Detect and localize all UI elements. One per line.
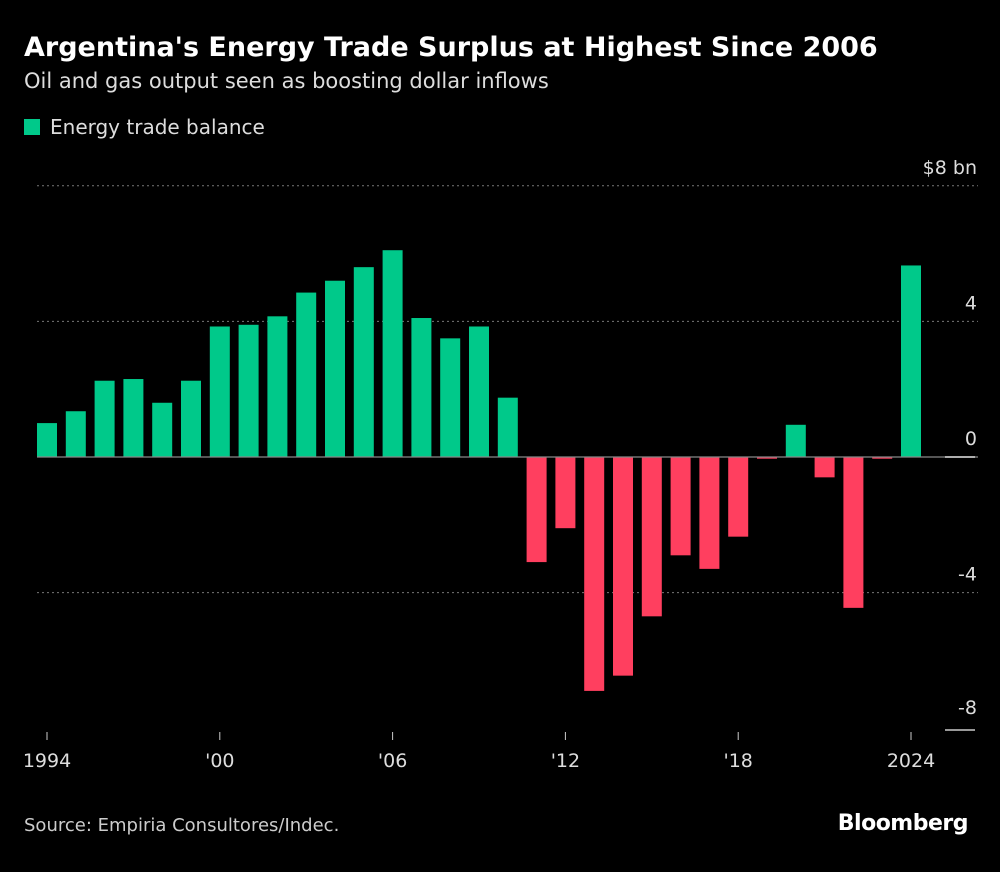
bar-2016 [670,457,691,556]
bar-2000 [209,326,230,457]
source-note: Source: Empiria Consultores/Indec. [24,815,340,836]
bar-1996 [94,380,115,457]
bar-2022 [843,457,864,608]
legend: Energy trade balance [24,115,265,139]
bar-2010 [497,397,518,457]
bar-2003 [296,292,317,457]
bloomberg-logo: Bloomberg [837,811,969,836]
x-tick-label: '18 [723,750,752,772]
legend-label: Energy trade balance [50,115,265,139]
bar-2018 [728,457,749,537]
bar-1997 [123,379,144,457]
bar-2004 [325,280,345,457]
bar-2013 [584,457,605,691]
y-tick-label: $8 bn [923,157,977,179]
y-tick-label: 0 [965,428,977,450]
legend-swatch [24,119,40,135]
bar-2009 [469,326,489,457]
bar-2023 [872,457,893,459]
x-tick-label: '00 [205,750,234,772]
bar-2008 [440,338,461,457]
x-tick-label: '12 [551,750,580,772]
bar-2006 [382,250,403,457]
bar-2017 [699,457,720,569]
bar-1998 [152,402,173,457]
bar-2024 [901,265,921,457]
bar-2007 [411,318,432,457]
x-tick-label: '06 [378,750,407,772]
bar-2019 [757,457,777,459]
bar-2020 [785,424,806,457]
y-tick-label: -8 [958,697,977,719]
bar-2014 [613,457,633,676]
bar-2012 [555,457,576,529]
bar-2011 [526,457,547,563]
bar-2002 [267,316,288,457]
bar-1994 [37,423,57,457]
chart-subtitle: Oil and gas output seen as boosting doll… [24,69,549,93]
x-tick-label: 2024 [887,750,935,772]
bar-1999 [181,380,201,457]
y-tick-label: 4 [965,292,977,314]
bar-2015 [641,457,662,617]
bar-1995 [65,411,86,457]
x-tick-label: 1994 [23,750,71,772]
chart-title: Argentina's Energy Trade Surplus at High… [24,32,878,63]
bar-2005 [353,267,374,457]
bar-2021 [814,457,835,478]
bar-2001 [238,324,259,457]
y-tick-label: -4 [958,564,977,586]
